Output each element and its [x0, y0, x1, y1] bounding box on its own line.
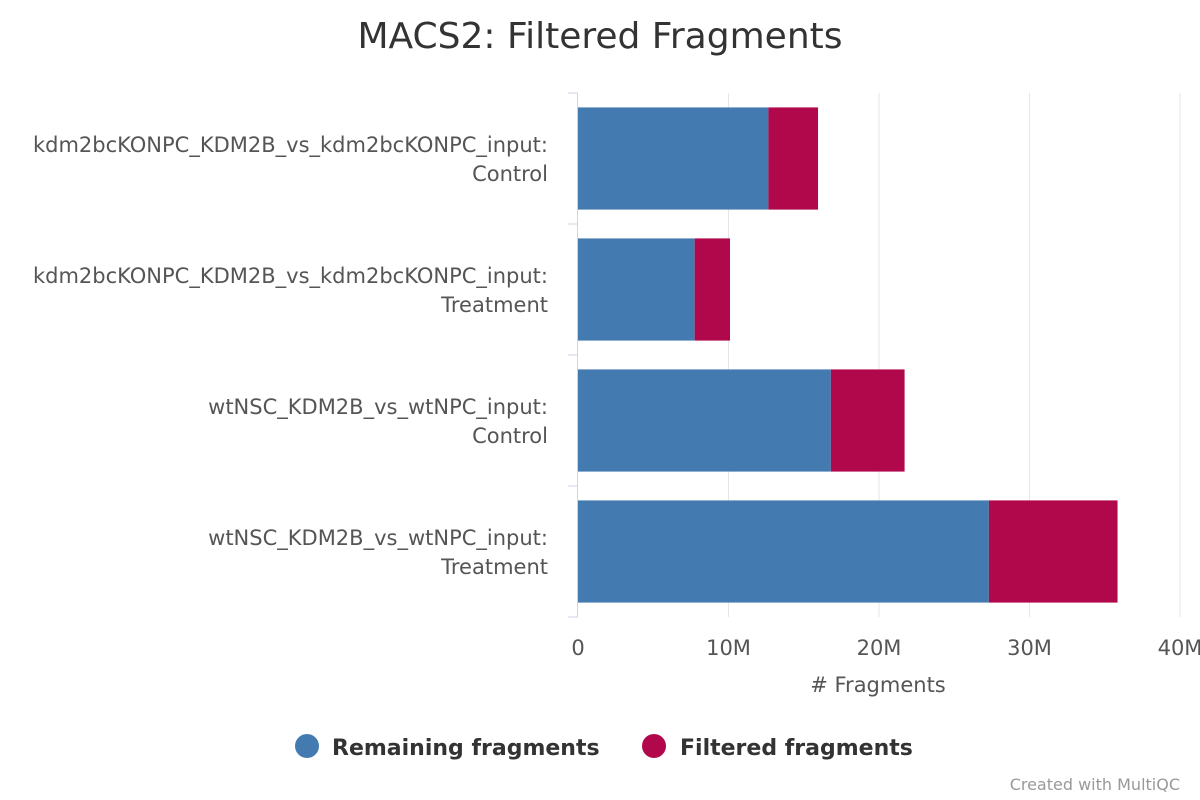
category-labels: kdm2bcKONPC_KDM2B_vs_kdm2bcKONPC_input: C…: [33, 133, 548, 579]
category-label: Treatment: [440, 293, 548, 317]
bar-filtered[interactable]: [694, 238, 731, 341]
x-axis-title: # Fragments: [810, 673, 946, 697]
category-label: kdm2bcKONPC_KDM2B_vs_kdm2bcKONPC_input:: [33, 133, 548, 158]
x-tick-label: 40M: [1158, 636, 1200, 660]
bar-remaining[interactable]: [578, 238, 695, 341]
bar-filtered[interactable]: [768, 107, 819, 210]
bar-filtered[interactable]: [988, 500, 1118, 603]
x-tick-label: 0: [571, 636, 584, 660]
bar-remaining[interactable]: [578, 369, 831, 472]
bars[interactable]: [578, 107, 1118, 603]
x-tick-labels: 0 10M 20M 30M 40M: [571, 636, 1200, 660]
legend-marker[interactable]: [642, 734, 666, 758]
category-label: Control: [472, 162, 548, 186]
legend-label[interactable]: Remaining fragments: [332, 736, 600, 761]
chart-title: MACS2: Filtered Fragments: [357, 16, 842, 57]
category-label: Treatment: [440, 555, 548, 579]
category-label: wtNSC_KDM2B_vs_wtNPC_input:: [208, 526, 548, 551]
x-tick-label: 20M: [857, 636, 902, 660]
legend-marker[interactable]: [295, 734, 319, 758]
legend[interactable]: Remaining fragments Filtered fragments: [295, 734, 913, 761]
axes: [568, 92, 578, 618]
category-label: kdm2bcKONPC_KDM2B_vs_kdm2bcKONPC_input:: [33, 264, 548, 289]
bar-filtered[interactable]: [830, 369, 905, 472]
category-label: Control: [472, 424, 548, 448]
x-tick-label: 30M: [1007, 636, 1052, 660]
bar-remaining[interactable]: [578, 500, 989, 603]
credits-text[interactable]: Created with MultiQC: [1010, 775, 1180, 794]
x-tick-label: 10M: [706, 636, 751, 660]
legend-label[interactable]: Filtered fragments: [680, 736, 913, 761]
category-label: wtNSC_KDM2B_vs_wtNPC_input:: [208, 395, 548, 420]
bar-remaining[interactable]: [578, 107, 769, 210]
